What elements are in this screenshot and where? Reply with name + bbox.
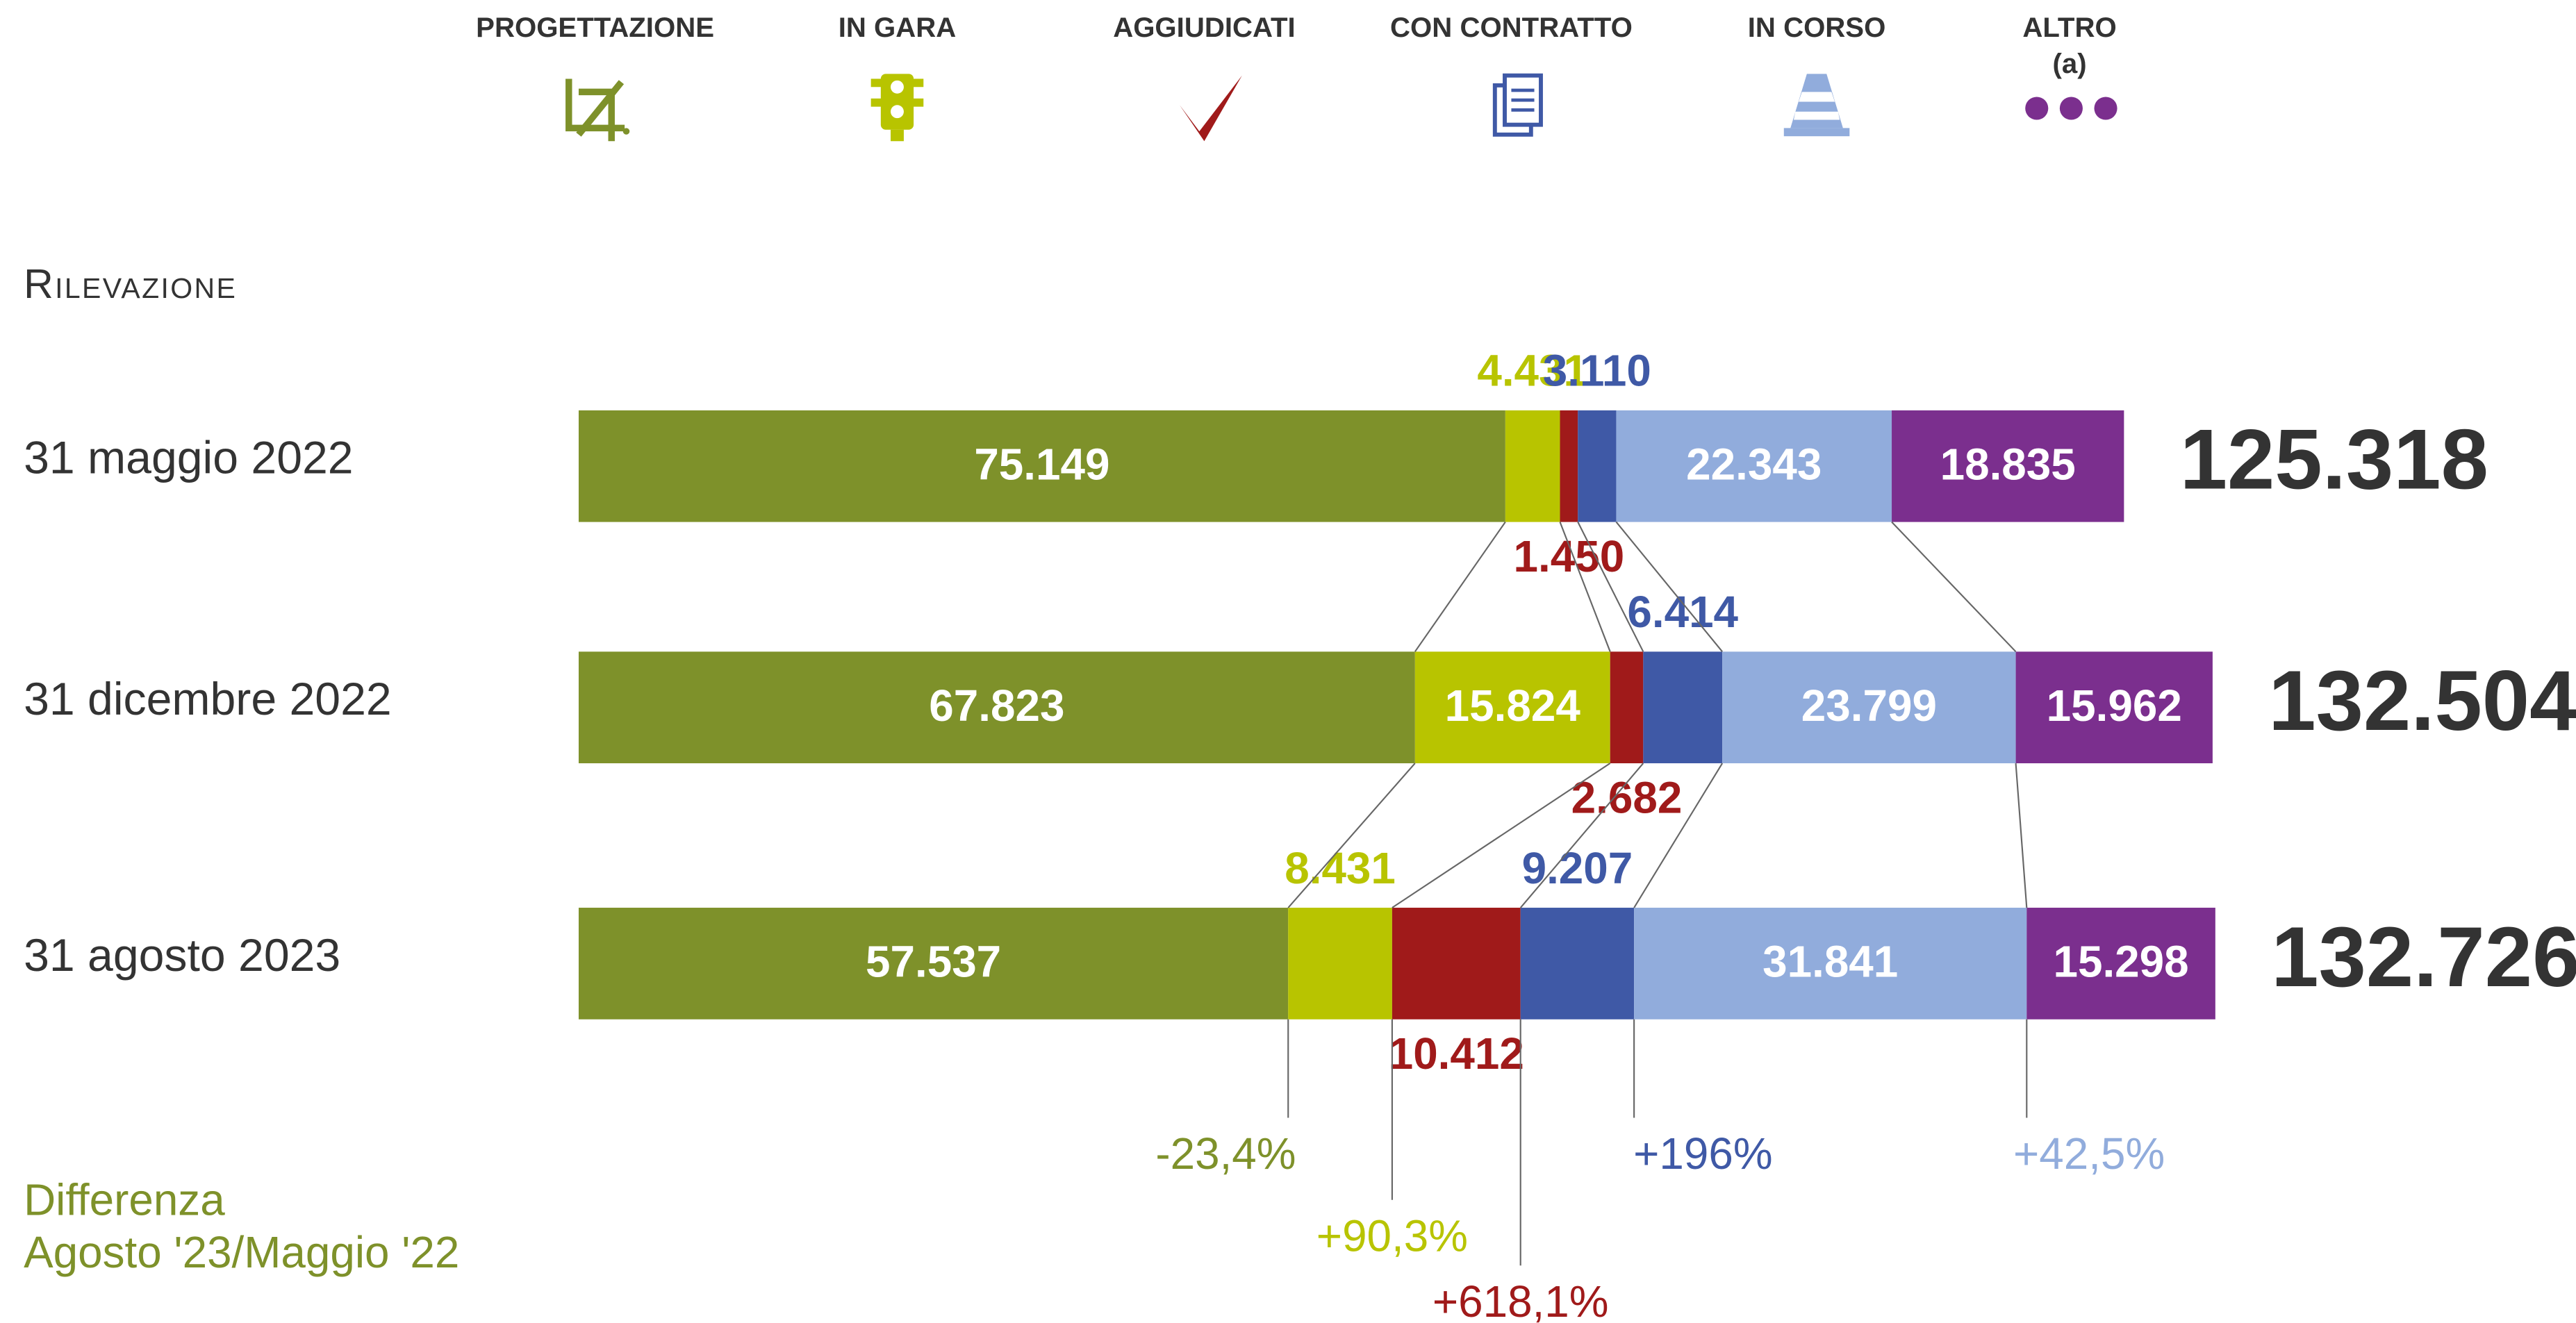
- icon-check: [1180, 75, 1242, 142]
- value-label: 15.962: [2047, 681, 2182, 731]
- bar-segment: [1288, 908, 1392, 1020]
- icon-document: [1492, 73, 1543, 137]
- category-label: 31 agosto 2023: [24, 930, 340, 981]
- legend-label: CON CONTRATTO: [1390, 12, 1633, 43]
- connector: [1891, 521, 2017, 653]
- value-label: 67.823: [929, 681, 1064, 731]
- value-label: 2.682: [1571, 772, 1683, 822]
- category-label: 31 maggio 2022: [24, 433, 354, 484]
- connector: [1633, 763, 1724, 908]
- bar-segment: [1578, 410, 1617, 522]
- category-label: 31 dicembre 2022: [24, 674, 392, 725]
- bar-segment: [1643, 651, 1723, 764]
- bar-segment: [578, 908, 1289, 1020]
- icon-traffic-light: [870, 74, 924, 142]
- difference-title: Differenza: [24, 1174, 225, 1224]
- value-label: 8.431: [1285, 843, 1396, 893]
- difference-title: Agosto '23/Maggio '22: [24, 1227, 459, 1277]
- bar-segment: [1505, 410, 1560, 522]
- value-label: 31.841: [1762, 937, 1898, 987]
- legend-label: AGGIUDICATI: [1113, 12, 1296, 43]
- connector: [1615, 521, 1723, 652]
- icon-crop: [565, 78, 630, 142]
- legend-label: ALTRO: [2022, 12, 2116, 43]
- connector: [1414, 521, 1506, 652]
- heading: Rilevazione: [24, 261, 237, 307]
- bar-segment: [1616, 410, 1892, 522]
- value-label: 1.450: [1514, 531, 1625, 581]
- bar-segment: [578, 651, 1415, 764]
- value-label: 23.799: [1801, 681, 1937, 731]
- value-label: 4.431: [1477, 346, 1588, 396]
- difference-label: -23,4%: [1155, 1129, 1296, 1179]
- connector: [1392, 763, 1611, 908]
- bar-segment: [1722, 651, 2016, 764]
- legend-icons: [565, 73, 2117, 142]
- total-label: 132.726: [2271, 910, 2576, 1005]
- bar-segment: [1610, 651, 1644, 764]
- difference-label: +42,5%: [2013, 1129, 2165, 1179]
- value-label: 57.537: [866, 937, 1001, 987]
- connector: [1287, 763, 1416, 908]
- connector: [1519, 763, 1644, 908]
- legend-label: PROGETTAZIONE: [476, 12, 714, 43]
- bar-segment: [1414, 651, 1610, 764]
- value-label: 22.343: [1686, 439, 1822, 489]
- value-label: 6.414: [1627, 587, 1738, 637]
- legend-label: IN GARA: [839, 12, 957, 43]
- connector: [1577, 522, 1644, 652]
- value-label: 15.298: [2054, 937, 2189, 987]
- bar-segment: [2015, 651, 2213, 764]
- legend-label: IN CORSO: [1748, 12, 1886, 43]
- bar-segment: [2026, 908, 2215, 1020]
- bar-segment: [1892, 410, 2124, 522]
- bar-segment: [1520, 908, 1635, 1020]
- bar-segment: [1392, 908, 1521, 1020]
- bar-segment: [1560, 410, 1578, 522]
- icon-cone: [1783, 74, 1850, 137]
- connector: [2015, 763, 2028, 908]
- value-label: 18.835: [1940, 439, 2076, 489]
- value-label: 10.412: [1389, 1029, 1524, 1079]
- value-label: 75.149: [974, 439, 1109, 489]
- bar-segment: [578, 410, 1505, 522]
- difference-label: +90,3%: [1316, 1210, 1468, 1260]
- icon-dots: [2025, 97, 2117, 120]
- difference-label: +618,1%: [1433, 1276, 1609, 1323]
- legend-note: (a): [2052, 48, 2086, 79]
- connector: [1559, 522, 1611, 652]
- bar-segment: [1634, 908, 2027, 1020]
- difference-label: +196%: [1633, 1129, 1772, 1179]
- total-label: 132.504: [2268, 654, 2576, 749]
- value-label: 15.824: [1445, 681, 1581, 731]
- total-label: 125.318: [2180, 413, 2488, 508]
- value-label: 3.110: [1543, 346, 1651, 396]
